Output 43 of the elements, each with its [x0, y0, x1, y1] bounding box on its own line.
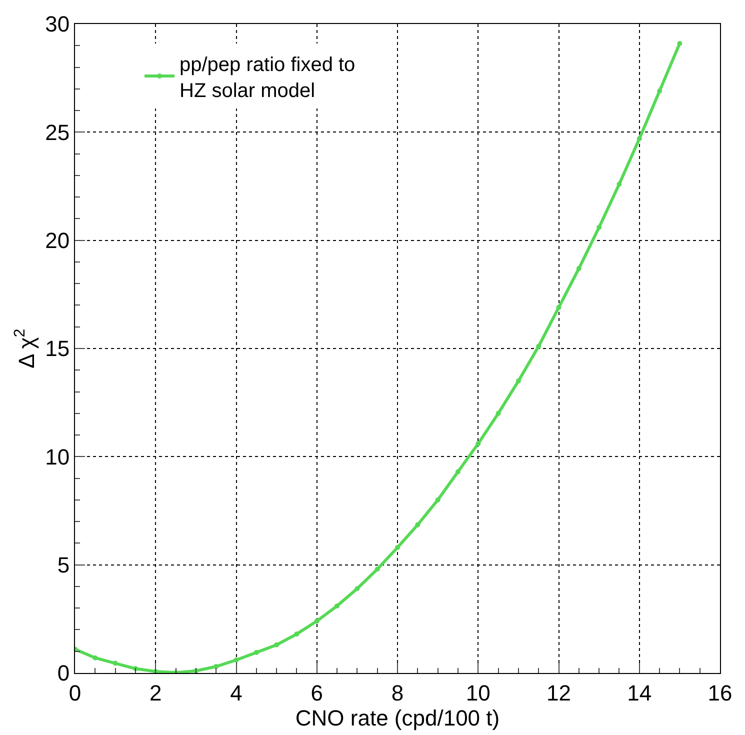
point — [415, 522, 420, 528]
point — [516, 378, 521, 384]
legend-label: pp/pep ratio fixed to HZ solar model — [180, 54, 356, 102]
point — [636, 136, 642, 142]
y-tick-label: 20 — [45, 228, 70, 254]
x-tick-label: 16 — [708, 680, 732, 706]
x-tick-label: 10 — [466, 680, 490, 706]
x-tick-label: 12 — [546, 680, 571, 706]
y-tick-label: 5 — [57, 552, 70, 578]
x-tick-label: 8 — [391, 680, 404, 706]
point — [657, 88, 662, 94]
point — [274, 642, 280, 648]
point — [314, 618, 320, 624]
x-tick-label: 4 — [230, 680, 242, 706]
point — [334, 603, 340, 608]
point — [294, 632, 300, 637]
y-tick-label: 10 — [45, 444, 70, 470]
point — [395, 545, 400, 550]
point — [616, 182, 622, 187]
y-tick-label: 15 — [45, 336, 70, 362]
x-tick-label: 6 — [310, 680, 324, 706]
point — [92, 655, 98, 660]
x-tick-label: 2 — [150, 680, 162, 706]
point — [496, 410, 501, 416]
point — [234, 658, 239, 663]
x-tick-label: 14 — [627, 680, 652, 706]
y-tick-label: 30 — [45, 12, 70, 37]
point — [536, 344, 542, 349]
point — [435, 497, 440, 502]
y-tick-label: 25 — [45, 120, 70, 145]
point — [455, 469, 460, 474]
point — [214, 664, 219, 670]
point — [576, 266, 582, 271]
point — [556, 304, 562, 310]
x-axis-title: CNO rate (cpd/100 t) — [295, 705, 500, 730]
point — [476, 441, 481, 446]
point — [112, 660, 118, 666]
point — [596, 224, 602, 230]
point — [354, 586, 360, 592]
point — [677, 40, 682, 46]
y-tick-label: 0 — [57, 660, 70, 686]
point — [374, 566, 380, 572]
point — [254, 650, 259, 655]
